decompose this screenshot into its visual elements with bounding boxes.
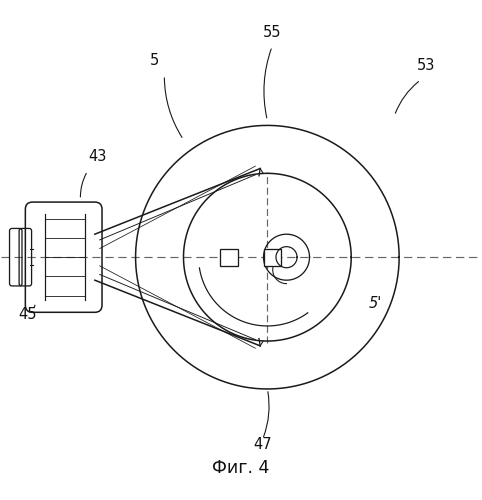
Text: 45: 45: [18, 308, 37, 322]
Bar: [264, 248, 281, 266]
Bar: [220, 248, 238, 266]
Text: 47: 47: [253, 437, 272, 452]
Text: 55: 55: [263, 24, 281, 40]
Text: 53: 53: [416, 58, 435, 74]
Text: 43: 43: [88, 150, 107, 164]
Text: 5: 5: [150, 54, 160, 68]
Text: Фиг. 4: Фиг. 4: [212, 459, 270, 477]
Text: 5': 5': [369, 296, 382, 310]
